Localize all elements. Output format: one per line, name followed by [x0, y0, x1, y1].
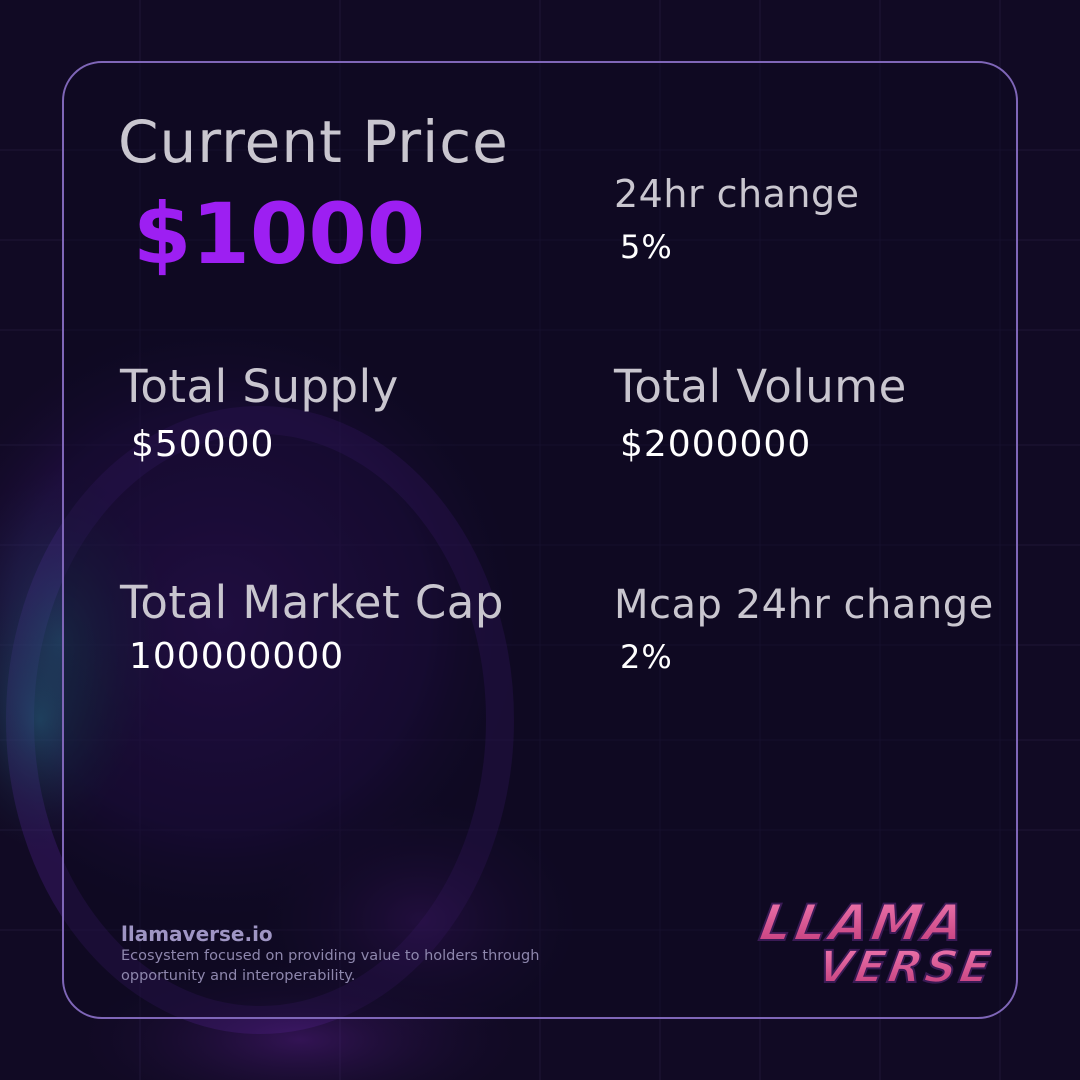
total-volume-label: Total Volume — [614, 360, 907, 413]
change-24hr-value: 5% — [620, 228, 673, 266]
total-supply-label: Total Supply — [120, 360, 399, 413]
total-volume-value: $2000000 — [620, 424, 812, 465]
footer-description: Ecosystem focused on providing value to … — [121, 948, 540, 984]
mcap-change-24hr-label: Mcap 24hr change — [614, 582, 994, 628]
logo-line-1: LLAMA — [756, 898, 972, 952]
mcap-change-24hr-value: 2% — [620, 638, 673, 676]
total-market-cap-label: Total Market Cap — [120, 576, 504, 629]
llamaverse-logo: LLAMA VERSE — [755, 898, 992, 990]
current-price-label: Current Price — [118, 108, 509, 176]
change-24hr-label: 24hr change — [614, 172, 860, 216]
logo-line-2: VERSE — [814, 942, 992, 990]
footer-site-link[interactable]: llamaverse.io — [121, 922, 273, 946]
stats-card — [62, 61, 1018, 1019]
total-market-cap-value: 100000000 — [129, 636, 345, 677]
total-supply-value: $50000 — [131, 424, 275, 465]
current-price-value: $1000 — [133, 185, 426, 283]
